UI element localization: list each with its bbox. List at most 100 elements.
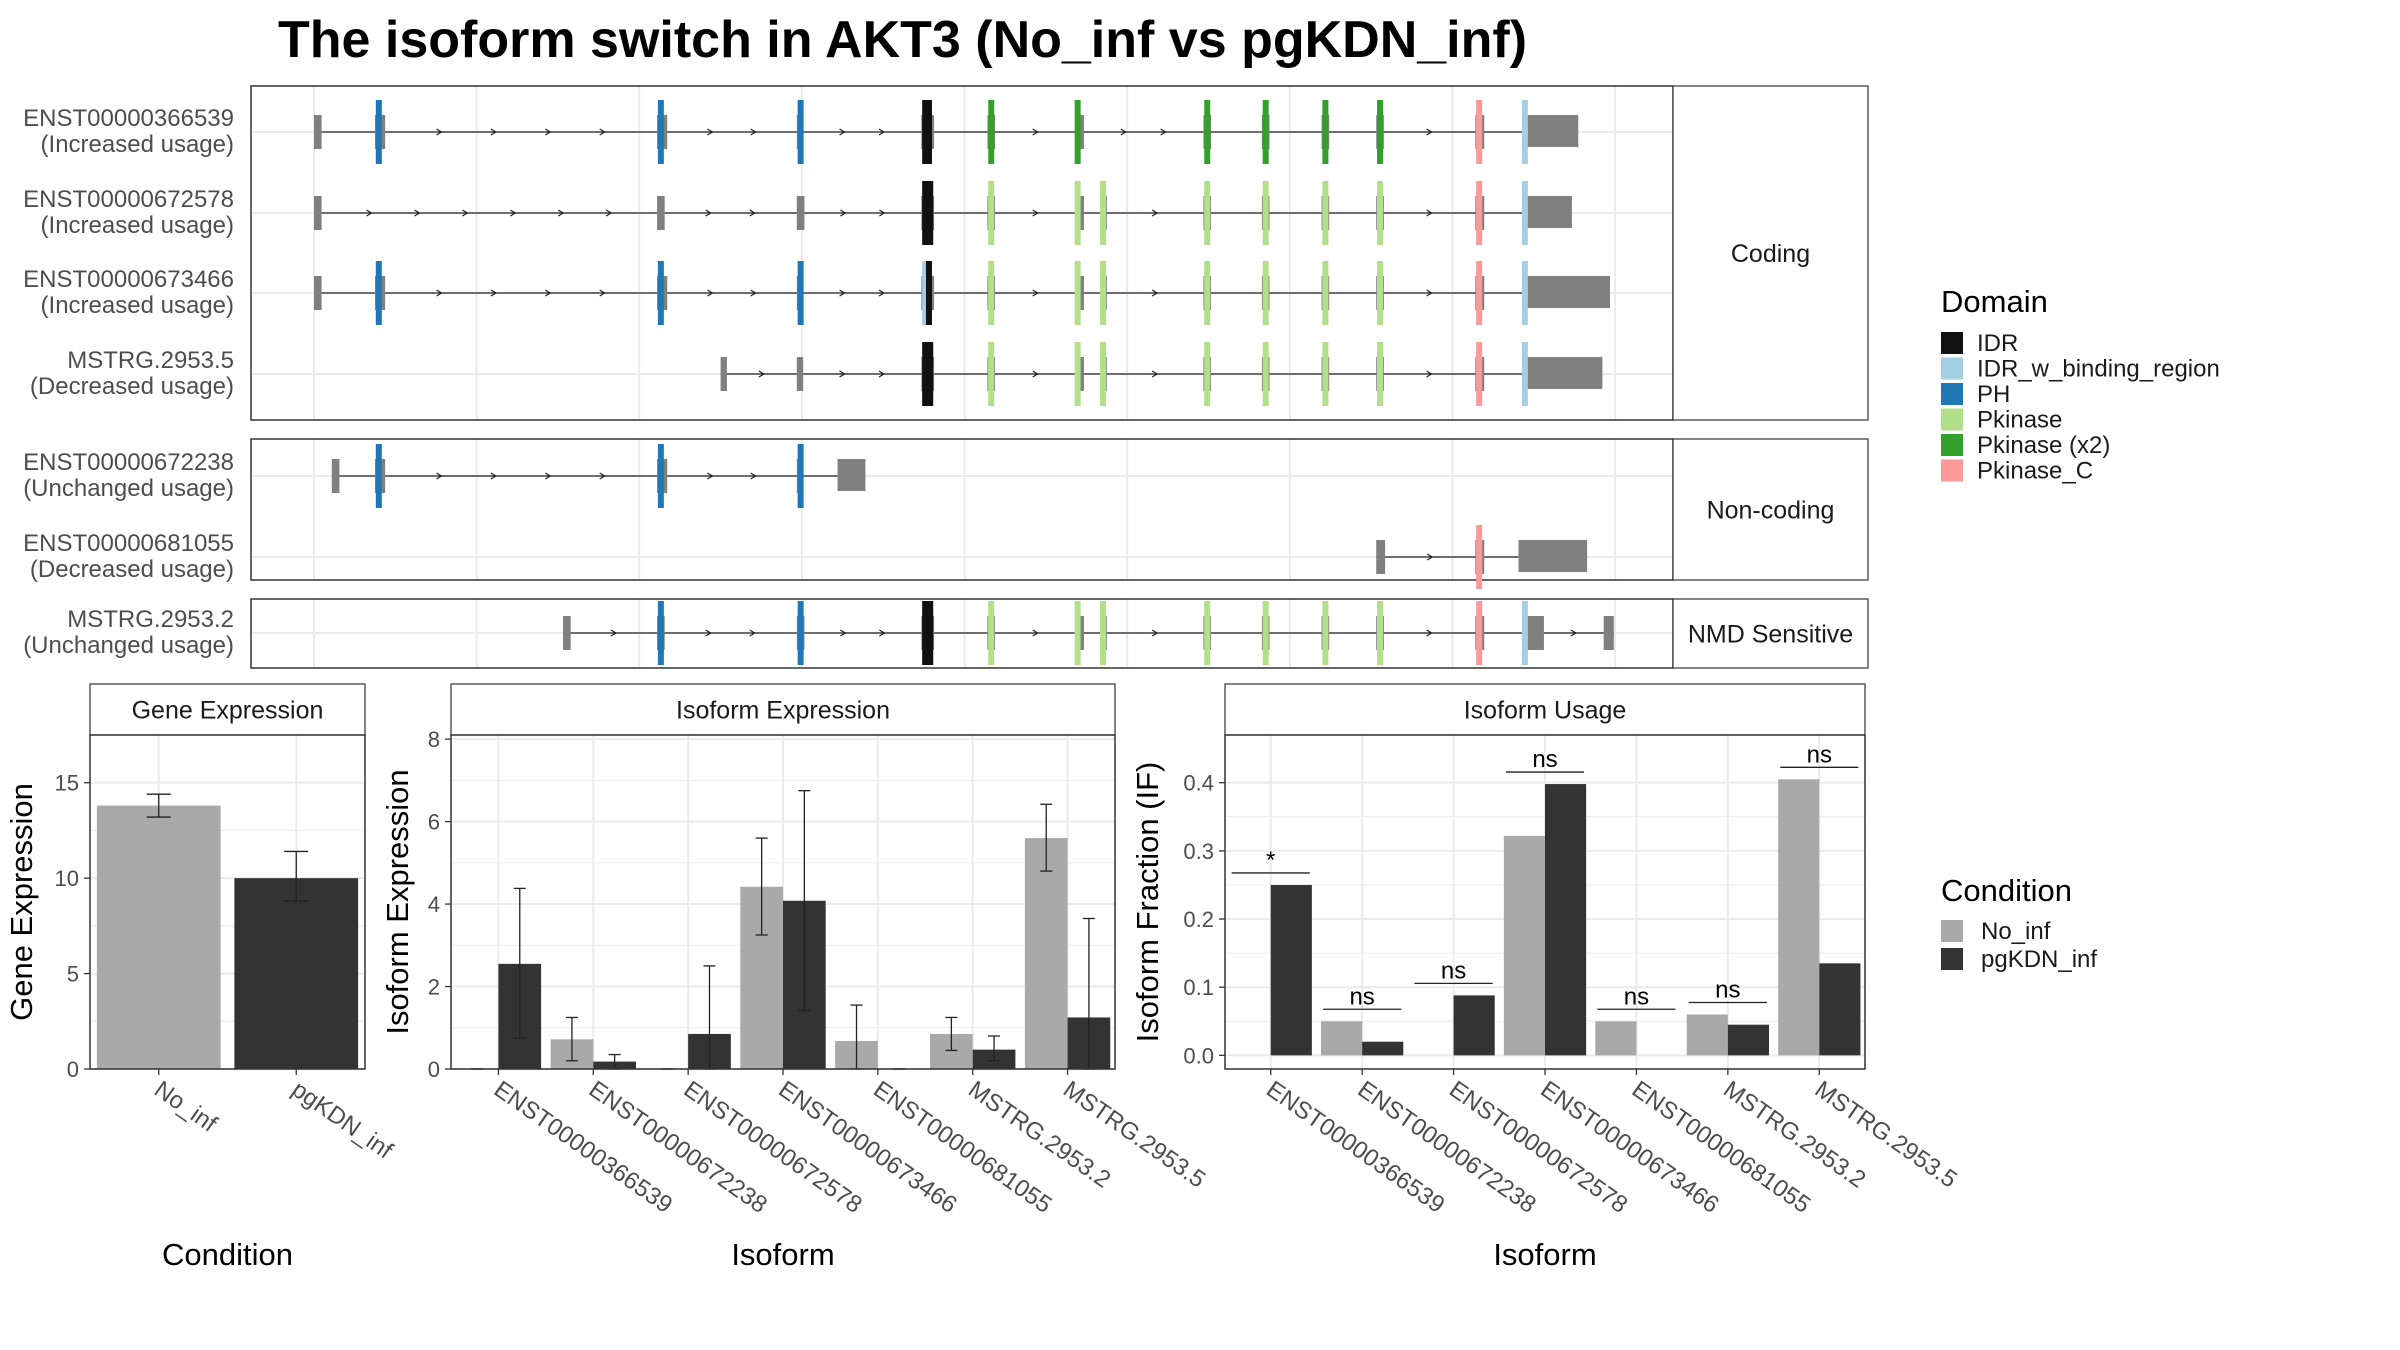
intron-arrow — [750, 128, 757, 136]
legend-label: PH — [1977, 381, 2010, 408]
domain-mark — [1262, 181, 1269, 245]
domain-mark — [1476, 342, 1483, 406]
exon-block — [1603, 616, 1614, 650]
intron-arrow — [758, 370, 766, 378]
legend-label: IDR_w_binding_region — [1977, 356, 2220, 383]
intron-arrow — [1032, 209, 1039, 217]
domain-mark — [375, 261, 382, 325]
domain-mark — [1521, 181, 1528, 245]
bar — [1362, 1041, 1404, 1056]
intron-arrow — [878, 128, 886, 136]
y-axis-title: Isoform Expression — [380, 769, 415, 1034]
exon-block — [314, 276, 322, 310]
domain-mark — [1377, 601, 1384, 665]
domain-legend: DomainIDRIDR_w_binding_regionPHPkinasePk… — [1941, 284, 2220, 485]
intron-arrow — [544, 128, 552, 136]
x-tick-label: pgKDN_inf — [287, 1076, 398, 1165]
intron-arrow — [366, 209, 373, 217]
figure-title: The isoform switch in AKT3 (No_inf vs pg… — [278, 11, 1527, 69]
x-tick-label: ENST00000672238 — [584, 1076, 772, 1219]
isoform-usage-label: (Increased usage) — [41, 212, 234, 239]
intron-arrow — [840, 629, 847, 637]
domain-mark — [927, 601, 934, 665]
isoform-usage-label: (Decreased usage) — [30, 556, 234, 583]
intron-arrow — [1151, 370, 1159, 378]
domain-mark — [1204, 601, 1211, 665]
isoform-row-MSTRG.2953.5: MSTRG.2953.5(Decreased usage) — [30, 342, 1603, 406]
domain-mark — [1521, 342, 1528, 406]
isoform-row-ENST00000673466: ENST00000673466(Increased usage) — [23, 261, 1611, 325]
exon-block — [837, 459, 866, 491]
panel-title: Isoform Expression — [676, 697, 890, 725]
y-tick-label: 6 — [428, 810, 440, 835]
intron-arrow — [878, 289, 886, 297]
y-tick-label: 4 — [428, 892, 440, 917]
intron-arrow — [605, 209, 613, 217]
panel-title: Isoform Usage — [1464, 697, 1627, 725]
significance-label: * — [1266, 847, 1275, 874]
intron-arrow — [436, 472, 443, 480]
exon-block — [1518, 540, 1588, 572]
domain-mark — [1377, 181, 1384, 245]
intron-arrow — [462, 209, 469, 217]
intron-arrow — [490, 472, 498, 480]
facet-strip — [450, 683, 1116, 736]
domain-mark — [927, 342, 934, 406]
intron-arrow — [1426, 209, 1433, 217]
domain-mark — [1476, 181, 1483, 245]
intron-arrow — [610, 629, 618, 637]
legend-label: Pkinase_C — [1977, 458, 2093, 485]
domain-mark — [1521, 100, 1528, 164]
intron-arrow — [750, 472, 757, 480]
isoform-row-ENST00000366539: ENST00000366539(Increased usage) — [23, 100, 1579, 164]
domain-mark — [927, 181, 934, 245]
legend-title: Condition — [1941, 873, 2072, 908]
legend-swatch — [1941, 357, 1963, 380]
domain-mark — [1322, 100, 1329, 164]
domain-mark — [1074, 100, 1081, 164]
domain-mark — [1204, 100, 1211, 164]
intron-arrow — [1426, 629, 1433, 637]
domain-mark — [988, 181, 995, 245]
domain-mark — [925, 261, 932, 325]
intron-arrow — [1426, 289, 1433, 297]
isoform-usage-label: (Unchanged usage) — [23, 475, 234, 502]
exon-block — [314, 115, 322, 149]
bar — [1778, 779, 1820, 1056]
exon-block — [1524, 276, 1611, 308]
domain-mark — [1377, 100, 1384, 164]
domain-mark — [1322, 181, 1329, 245]
domain-mark — [657, 444, 664, 508]
intron-arrow — [599, 472, 606, 480]
domain-mark — [988, 342, 995, 406]
domain-mark — [1322, 601, 1329, 665]
isoform-usage-label: (Increased usage) — [41, 292, 234, 319]
intron-arrow — [707, 289, 714, 297]
facet-strip — [1672, 85, 1869, 421]
isoform-name-label: ENST00000366539 — [23, 105, 234, 132]
intron-arrow — [1032, 128, 1039, 136]
facet-strip-label: NMD Sensitive — [1688, 621, 1853, 649]
x-axis-title: Isoform — [731, 1237, 834, 1272]
domain-mark — [1377, 261, 1384, 325]
x-tick-label: No_inf — [149, 1076, 222, 1138]
legend-swatch — [1941, 408, 1963, 431]
facet-strip — [89, 683, 366, 736]
panel-border — [89, 734, 366, 1070]
exon-block — [796, 357, 804, 391]
y-tick-label: 0.0 — [1183, 1043, 1214, 1068]
legend-swatch — [1941, 920, 1963, 942]
isoform-row-ENST00000672238: ENST00000672238(Unchanged usage) — [23, 444, 866, 508]
x-tick-label: ENST00000681055 — [868, 1076, 1056, 1219]
isoform-name-label: ENST00000681055 — [23, 530, 234, 557]
intron-arrow — [1032, 370, 1039, 378]
legend-label: Pkinase (x2) — [1977, 432, 2110, 459]
domain-mark — [1074, 261, 1081, 325]
legend-title: Domain — [1941, 284, 2048, 319]
intron-arrow — [707, 472, 714, 480]
isoform-row-ENST00000672578: ENST00000672578(Increased usage) — [23, 181, 1572, 245]
intron-arrow — [1570, 629, 1577, 637]
